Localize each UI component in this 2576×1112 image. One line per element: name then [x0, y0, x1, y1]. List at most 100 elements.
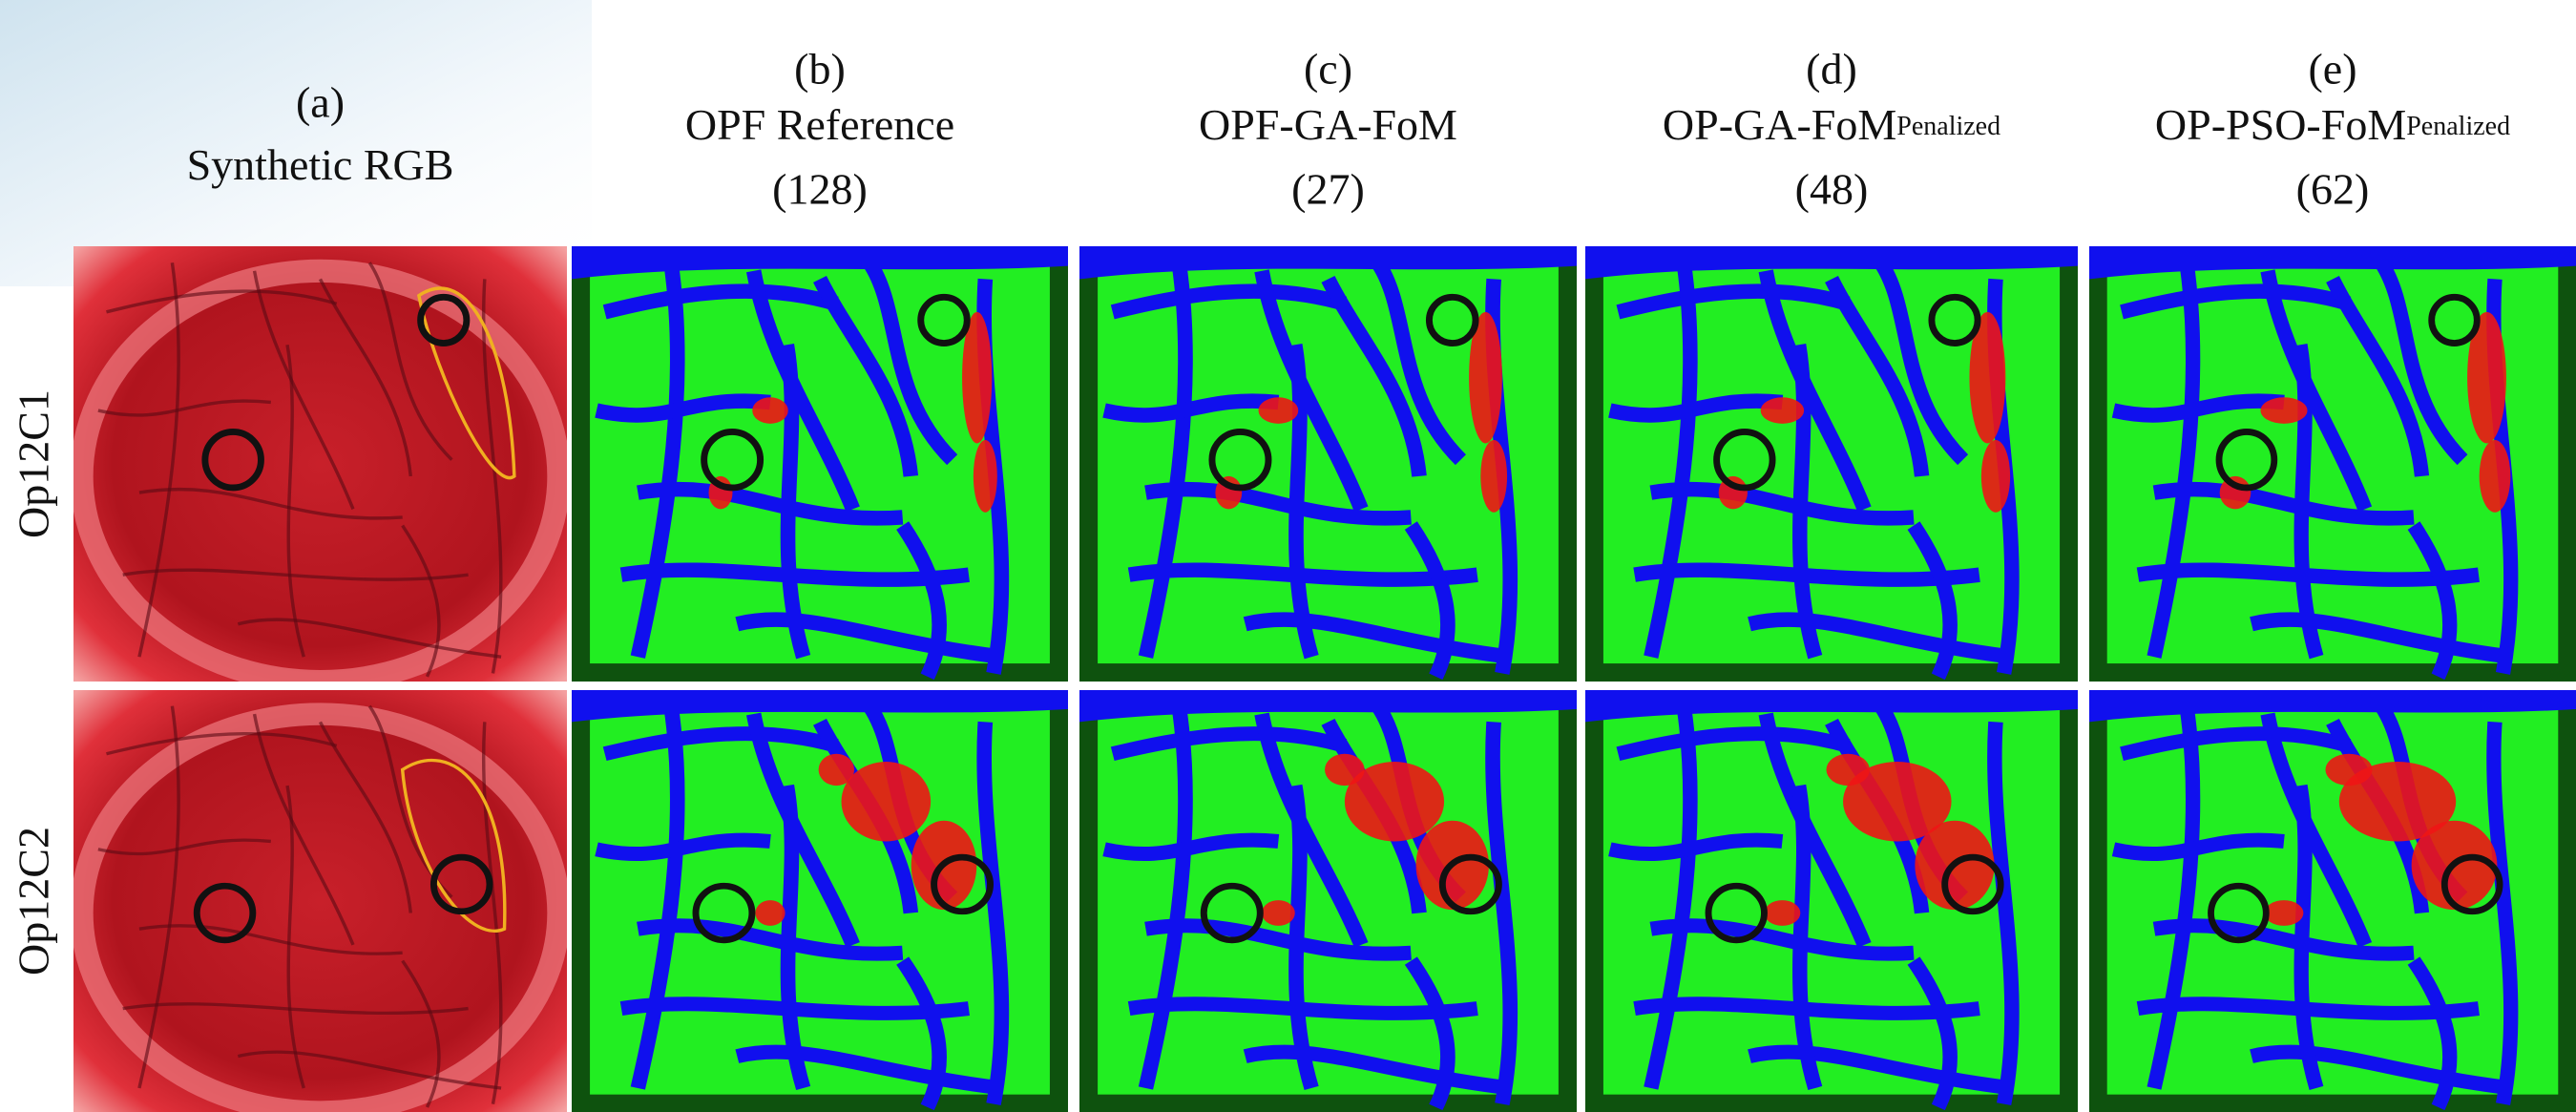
vessel — [122, 568, 469, 581]
vessel-class — [1138, 262, 1193, 659]
vessel-class — [1616, 283, 1851, 320]
tumor-class — [818, 753, 855, 787]
vessel — [122, 1002, 469, 1016]
tumor-class — [2479, 440, 2511, 513]
marker-ring — [193, 882, 257, 944]
tumor-class — [2467, 311, 2506, 444]
marker-ring — [2440, 853, 2503, 915]
vessel-class — [2250, 612, 2512, 664]
vessel-class — [2250, 1044, 2512, 1096]
method-name: OP-PSO-FoM — [2155, 100, 2406, 149]
column-title: Synthetic RGB — [187, 140, 454, 189]
vessel-class — [2407, 956, 2458, 1111]
tumor-class — [1843, 762, 1952, 842]
vessel-class — [1404, 956, 1456, 1111]
vessel-class — [2120, 283, 2352, 320]
column-letter: (d) — [1806, 45, 1857, 94]
panel-content — [1079, 690, 1578, 1112]
marker-ring — [1713, 429, 1776, 492]
tumor-class — [1469, 311, 1502, 444]
vessel-class — [1748, 1044, 2014, 1096]
segmentation-map — [1079, 690, 1578, 1112]
vessel — [138, 924, 403, 955]
marker-ring — [1928, 293, 1981, 346]
cluster-count: (62) — [2296, 165, 2370, 214]
method-name: OPF-GA-FoM — [1199, 100, 1457, 149]
marker-ring — [701, 429, 764, 492]
vessel-class — [2120, 726, 2352, 761]
vessel-class — [1791, 343, 1823, 660]
vessel-class — [1616, 726, 1851, 761]
vessel-class — [1144, 481, 1412, 526]
vessel-class — [1138, 704, 1193, 1090]
vessel — [237, 618, 502, 659]
vessel-class — [1243, 1044, 1512, 1096]
tumor-class — [2260, 397, 2308, 424]
vessel-class — [2326, 275, 2430, 477]
tumor-class — [1826, 753, 1870, 787]
vessel-class — [2293, 343, 2324, 660]
rgb-image — [73, 246, 568, 682]
marker-ring — [429, 853, 493, 915]
tumor-class — [1980, 440, 2011, 513]
vessel-class — [1874, 258, 1969, 466]
tumor-class — [2325, 753, 2373, 787]
vessel-class — [595, 393, 771, 423]
marker-ring — [2208, 882, 2270, 944]
vessel-class — [630, 262, 685, 659]
tissue-rim — [73, 259, 568, 682]
vessel-class — [1288, 784, 1319, 1091]
tumor-class — [841, 762, 932, 842]
vessel-class — [1791, 784, 1823, 1091]
vessel-class — [2152, 918, 2415, 961]
vessel — [237, 1050, 502, 1090]
marker-ring — [1705, 882, 1768, 944]
vessel-class — [637, 918, 904, 961]
tumor-class — [755, 900, 785, 926]
marker-ring — [201, 429, 264, 492]
column-title: OP-GA-FoMPenalized — [1663, 100, 2000, 149]
vessel-class — [2486, 721, 2519, 1106]
vessel-class — [2147, 704, 2201, 1090]
vessel — [138, 487, 403, 520]
roi-outline — [416, 286, 516, 480]
vessel — [252, 270, 355, 510]
rgb-image — [73, 690, 568, 1112]
labels: (a) Synthetic RGB (b) OPF Reference (128) (c)… — [10, 45, 2511, 976]
method-name: Synthetic RGB — [187, 140, 454, 189]
row-label: Op12C1 — [10, 389, 58, 538]
vessel — [318, 278, 412, 477]
vessel-class — [1110, 726, 1348, 761]
tumor-class — [752, 397, 788, 424]
vessel-class — [1079, 246, 1577, 280]
method-name: OP-GA-FoM — [1663, 100, 1896, 149]
vessel-class — [630, 704, 685, 1090]
segmentation-map — [1585, 246, 2079, 682]
background-tint — [0, 0, 592, 286]
panel-content — [73, 690, 568, 1112]
vessel-class — [896, 956, 947, 1111]
vessel — [106, 731, 338, 756]
tumor-class — [2338, 762, 2457, 842]
cluster-count: (27) — [1291, 165, 1365, 214]
segmentation-map — [1585, 690, 2079, 1112]
vessel-class — [735, 1044, 1003, 1096]
panel-content — [1079, 246, 1578, 682]
tumor-class — [2264, 900, 2304, 926]
panel-grid — [73, 246, 2576, 1112]
column-title: OPF Reference — [685, 100, 954, 149]
tumor-class — [1969, 311, 2006, 444]
marker-ring — [2215, 429, 2278, 492]
marker-ring — [417, 293, 471, 346]
vessel-class — [2375, 258, 2468, 466]
marker-ring — [1438, 853, 1502, 915]
vessel-class — [1102, 393, 1280, 423]
vessel-class — [1987, 721, 2020, 1106]
tumor-class — [1262, 900, 1295, 926]
tumor-class — [1480, 440, 1508, 513]
vessel-class — [1288, 343, 1319, 660]
vessel-class — [1144, 918, 1412, 961]
column-letter: (e) — [2308, 45, 2356, 94]
segmentation-map — [2089, 690, 2576, 1112]
